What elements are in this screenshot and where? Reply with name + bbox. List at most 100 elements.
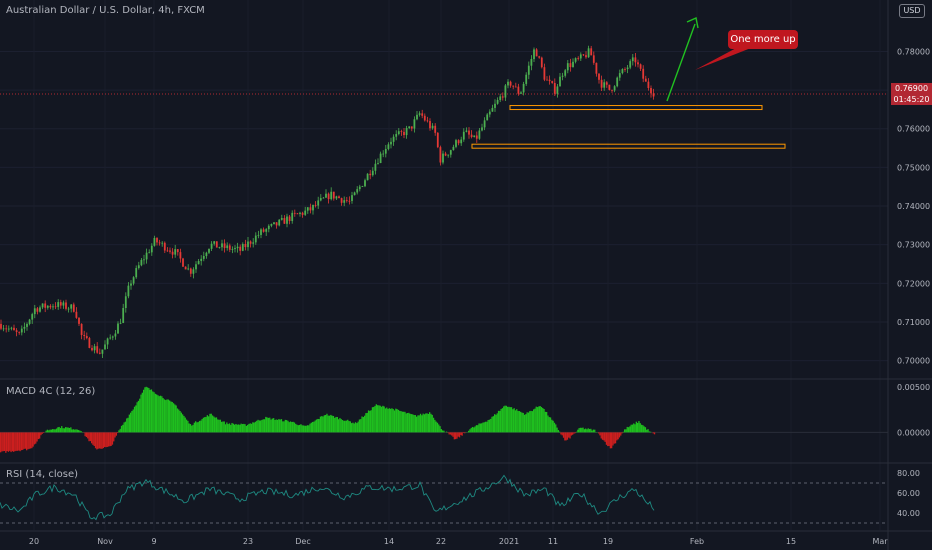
currency-button[interactable]: USD [899, 4, 925, 18]
symbol-title[interactable]: Australian Dollar / U.S. Dollar, 4h, FXC… [6, 5, 205, 16]
candle-body [491, 107, 494, 112]
price-axis[interactable]: 0.70000 0.71000 0.72000 0.73000 0.74000 0.750… [897, 47, 930, 365]
macd-bar [84, 432, 86, 437]
time-tick-label: 15 [786, 537, 796, 546]
macd-bar [130, 412, 132, 433]
macd-bar [436, 422, 439, 433]
macd-bar [416, 416, 418, 433]
macd-bar [153, 392, 155, 433]
rsi-title[interactable]: RSI (14, close) [6, 469, 79, 480]
candle-body [522, 83, 525, 93]
macd-bar [291, 422, 293, 433]
candle-body [26, 323, 28, 327]
candle-body [314, 204, 317, 206]
candle-body [31, 314, 34, 320]
macd-bar [31, 432, 33, 449]
macd-bar [526, 412, 528, 433]
macd-bar [578, 428, 580, 433]
macd-bar [119, 428, 121, 433]
macd-bar [209, 413, 211, 433]
macd-bar [278, 419, 280, 433]
candle-body [387, 144, 390, 149]
candle-body [122, 307, 125, 323]
macd-bar [343, 420, 345, 433]
candle-body [319, 198, 322, 201]
macd-axis[interactable]: 0.00500 0.00000 [897, 383, 930, 438]
macd-bar [227, 424, 229, 433]
candle-body [561, 75, 564, 77]
macd-title[interactable]: MACD 4C (12, 26) [6, 386, 96, 397]
candle-body [111, 336, 114, 338]
macd-bar [384, 408, 387, 433]
candle-body [247, 241, 249, 248]
macd-bar [614, 432, 617, 444]
macd-bar [165, 400, 167, 433]
candle-body [494, 103, 496, 108]
candle-body [577, 58, 580, 59]
macd-bar [505, 405, 507, 433]
macd-bar [594, 429, 596, 433]
annotation-callout[interactable]: One more up [728, 30, 798, 49]
macd-bar [65, 427, 67, 433]
macd-bar [256, 420, 258, 433]
macd-bar [200, 420, 202, 433]
macd-bar [544, 411, 546, 433]
macd-bar [349, 421, 351, 433]
macd-bar [375, 404, 377, 433]
support-zones[interactable] [471, 105, 786, 149]
macd-bar [483, 422, 485, 433]
candle-body [410, 126, 413, 129]
macd-bar [326, 413, 328, 433]
candle-body [520, 92, 522, 94]
candle-body [109, 337, 112, 339]
candle-body [403, 131, 405, 136]
macd-bar [249, 423, 251, 433]
candle-body [348, 200, 351, 202]
candle-body [335, 196, 338, 199]
macd-bar [490, 418, 492, 433]
macd-bar [559, 431, 561, 433]
macd-bar [280, 419, 283, 433]
macd-bar [174, 404, 176, 433]
macd-bar [265, 416, 267, 433]
macd-bar [609, 432, 611, 449]
macd-bar [110, 432, 112, 446]
candle-body [585, 55, 587, 58]
candle-body [223, 243, 226, 249]
candle-body [377, 163, 379, 164]
macd-bar [361, 416, 363, 433]
macd-bar [193, 422, 195, 433]
macd-bar [299, 424, 301, 433]
candle-body [299, 212, 301, 214]
macd-bar [591, 430, 593, 433]
macd-bar [23, 432, 25, 449]
macd-bar [638, 421, 640, 433]
candle-body [504, 85, 507, 98]
candle-body [603, 82, 606, 88]
macd-bar [41, 432, 43, 434]
macd-bar [484, 421, 487, 433]
macd-bar [408, 412, 410, 433]
candle-body [150, 245, 153, 253]
macd-bar [113, 432, 115, 442]
candle-body [104, 344, 106, 350]
trend-arrow[interactable] [666, 17, 699, 102]
annotation-pointer [695, 46, 756, 70]
time-axis[interactable]: 20 Nov 9 23 Dec 14 22 2021 11 19 Feb 15 Mar [29, 537, 888, 546]
macd-bar [253, 422, 255, 433]
macd-bar [482, 422, 484, 433]
macd-bar [175, 405, 177, 433]
candle-body [338, 196, 340, 199]
macd-bar [158, 396, 160, 433]
macd-bar [637, 422, 639, 433]
candle-body [101, 349, 104, 354]
candle-body [390, 141, 392, 145]
macd-bar [318, 419, 320, 433]
rsi-axis[interactable]: 80.00 60.00 40.00 [897, 469, 920, 518]
macd-bar [410, 414, 413, 433]
candle-body [613, 86, 616, 91]
macd-bar [286, 420, 288, 433]
candle-body [236, 246, 239, 249]
macd-bar [412, 414, 414, 433]
